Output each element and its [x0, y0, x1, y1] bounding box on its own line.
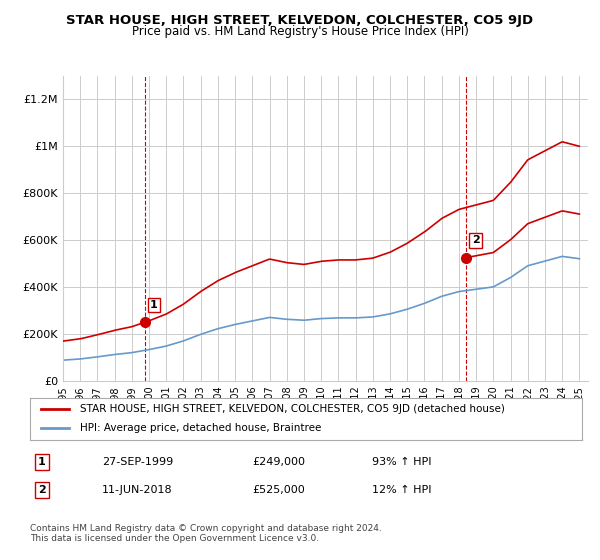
- Text: Contains HM Land Registry data © Crown copyright and database right 2024.
This d: Contains HM Land Registry data © Crown c…: [30, 524, 382, 543]
- Text: HPI: Average price, detached house, Braintree: HPI: Average price, detached house, Brai…: [80, 423, 321, 433]
- Text: STAR HOUSE, HIGH STREET, KELVEDON, COLCHESTER, CO5 9JD: STAR HOUSE, HIGH STREET, KELVEDON, COLCH…: [67, 14, 533, 27]
- Text: £525,000: £525,000: [252, 485, 305, 495]
- Text: 1: 1: [150, 300, 158, 310]
- Text: 93% ↑ HPI: 93% ↑ HPI: [372, 457, 431, 467]
- Text: £249,000: £249,000: [252, 457, 305, 467]
- Text: 1: 1: [38, 457, 46, 467]
- Text: 2: 2: [472, 235, 479, 245]
- Text: STAR HOUSE, HIGH STREET, KELVEDON, COLCHESTER, CO5 9JD (detached house): STAR HOUSE, HIGH STREET, KELVEDON, COLCH…: [80, 404, 505, 414]
- Text: 12% ↑ HPI: 12% ↑ HPI: [372, 485, 431, 495]
- Text: 11-JUN-2018: 11-JUN-2018: [102, 485, 173, 495]
- Text: 2: 2: [38, 485, 46, 495]
- Text: Price paid vs. HM Land Registry's House Price Index (HPI): Price paid vs. HM Land Registry's House …: [131, 25, 469, 38]
- Text: 27-SEP-1999: 27-SEP-1999: [102, 457, 173, 467]
